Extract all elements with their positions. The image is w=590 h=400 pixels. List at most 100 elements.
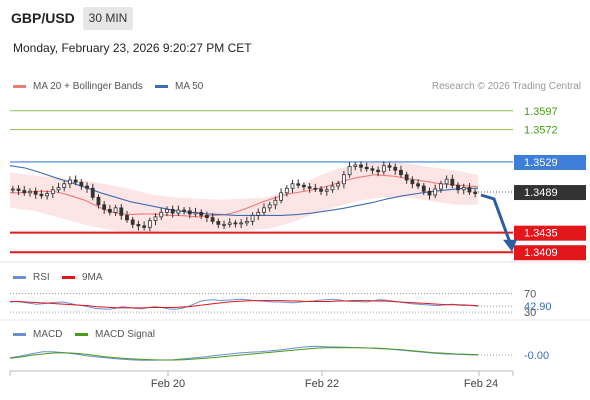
candle [450, 174, 455, 189]
candle-body [330, 185, 335, 191]
legend-macd-label: MACD [33, 329, 63, 340]
candle [387, 162, 392, 171]
candle-body [62, 183, 67, 188]
chart-datetime: Monday, February 23, 2026 9:20:27 PM CET [13, 41, 252, 55]
candle [90, 183, 95, 201]
candle-body [364, 166, 369, 170]
candle-body [142, 225, 147, 228]
candle-body [227, 222, 232, 225]
candle [279, 188, 283, 204]
candle [28, 188, 32, 197]
candle [205, 211, 209, 223]
candle [319, 186, 323, 196]
candle-body [439, 183, 443, 190]
candle-body [421, 185, 426, 192]
candle [62, 180, 67, 192]
candle-body [165, 208, 169, 213]
candle [421, 183, 426, 196]
candle [456, 182, 460, 194]
legend-9ma-label: 9MA [82, 272, 103, 283]
candle-body [284, 187, 289, 194]
candle-body [336, 183, 341, 187]
legend-rsi: RSI [13, 272, 50, 283]
candle [107, 204, 112, 216]
candle-body [250, 214, 255, 222]
candle [410, 176, 415, 189]
candle-body [159, 211, 164, 218]
candle [216, 218, 221, 229]
x-tick-label: Feb 20 [151, 378, 185, 390]
candle-body [433, 188, 438, 196]
candle-body [256, 211, 261, 216]
legend-macd: MACD [13, 329, 62, 340]
research-credit: Research © 2026 Trading Central [431, 81, 581, 92]
candle-body [22, 190, 27, 194]
candle [16, 185, 21, 196]
candle-body [467, 187, 472, 193]
rsi-tick-30: 30 [524, 307, 536, 319]
candle-body [233, 222, 238, 225]
candle [284, 185, 289, 197]
candle-body [313, 187, 318, 190]
candle [359, 161, 363, 172]
candle [330, 181, 335, 193]
candle [176, 205, 181, 217]
pivot-price-box [514, 154, 586, 170]
candle [256, 208, 261, 220]
candle [79, 179, 84, 190]
candle-body [387, 165, 392, 168]
support-price-box-5 [514, 245, 586, 261]
candle-body [50, 189, 55, 194]
candle [22, 186, 27, 196]
candle [165, 206, 169, 217]
candle [130, 216, 135, 229]
candle [324, 186, 329, 196]
rsi-ma9-line [10, 300, 479, 309]
candle-body [427, 190, 432, 196]
candle-body [205, 214, 209, 219]
candle [273, 196, 278, 210]
candle-body [39, 193, 44, 197]
candle-body [450, 178, 455, 186]
rsi-current-value: 42.90 [524, 301, 552, 313]
macd-signal-swatch [75, 333, 88, 336]
candle [433, 184, 438, 199]
candle [222, 220, 226, 229]
candle [227, 218, 232, 228]
candle [444, 175, 449, 189]
candle [399, 165, 403, 178]
candle [50, 186, 55, 199]
ma20-swatch [13, 85, 26, 88]
candle-body [90, 187, 95, 198]
candle [290, 180, 295, 193]
resistance-label-0: 1.3597 [524, 106, 558, 118]
timeframe-badge[interactable]: 30 MIN [83, 7, 133, 30]
candle-body [279, 192, 283, 201]
candle [381, 161, 386, 175]
candle [39, 189, 44, 199]
candle-body [353, 164, 358, 167]
candle-body [359, 164, 363, 168]
candle-body [10, 188, 15, 191]
candle-body [319, 188, 323, 192]
candle [96, 194, 101, 209]
candle-body [416, 183, 420, 187]
candle-body [107, 208, 112, 213]
candle-body [176, 209, 181, 214]
candle [73, 175, 78, 186]
candle-body [73, 179, 78, 183]
candle [467, 183, 472, 196]
candle-body [324, 189, 329, 192]
candle-body [68, 179, 72, 185]
legend-macd-signal-label: MACD Signal [95, 329, 156, 340]
candle [125, 210, 129, 223]
candle [85, 182, 89, 193]
support-label-5: 1.3409 [524, 247, 558, 259]
candle [153, 213, 158, 226]
candle-body [210, 217, 215, 222]
candle [113, 204, 118, 217]
candle-body [399, 169, 403, 176]
candle-body [393, 166, 398, 171]
candle-body [444, 178, 449, 185]
